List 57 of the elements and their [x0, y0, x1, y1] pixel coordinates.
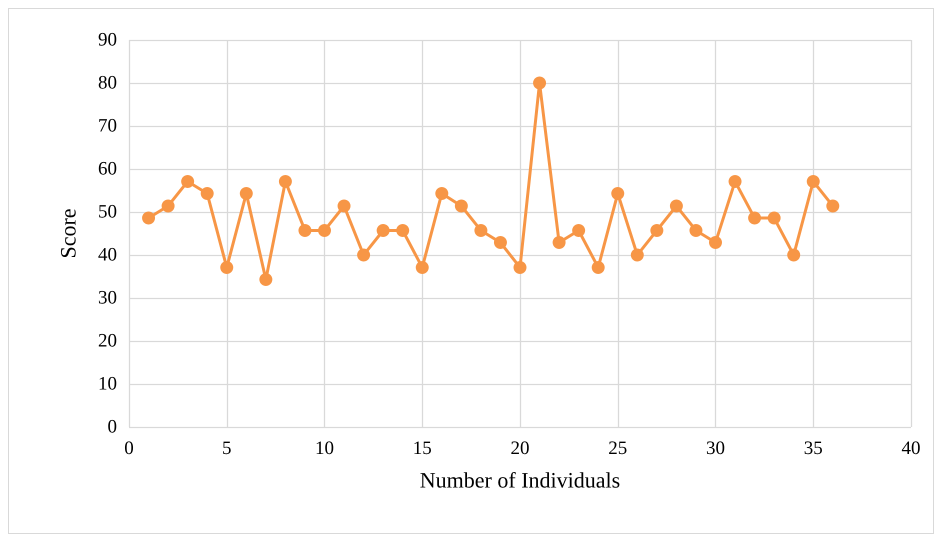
point — [142, 212, 156, 225]
x-tick-label: 15 — [412, 438, 432, 459]
point — [298, 224, 312, 237]
point — [376, 224, 390, 237]
point — [768, 212, 781, 225]
point — [338, 199, 351, 212]
x-tick-label: 35 — [804, 438, 823, 459]
x-tick-label: 5 — [222, 438, 232, 459]
point — [514, 260, 526, 274]
y-tick-label: 20 — [98, 330, 117, 352]
point — [709, 236, 722, 250]
point — [689, 224, 702, 237]
point — [474, 224, 488, 237]
y-tick-label: 30 — [98, 288, 117, 308]
point — [552, 236, 566, 250]
y-tick-label: 70 — [98, 116, 117, 136]
point — [200, 187, 214, 200]
point — [728, 174, 742, 188]
point — [396, 224, 410, 237]
x-tick-label: 25 — [608, 438, 628, 459]
x-tick-label: 10 — [315, 438, 334, 459]
point — [806, 174, 820, 188]
x-axis-title: Number of Individuals — [420, 468, 620, 492]
point — [650, 224, 664, 237]
point — [240, 187, 253, 200]
x-tick-label: 0 — [124, 438, 134, 459]
y-tick-label: 80 — [98, 72, 117, 94]
x-tick-label: 20 — [510, 438, 530, 459]
y-tick-label: 50 — [98, 202, 117, 222]
point — [181, 174, 194, 188]
point — [670, 199, 683, 212]
point — [220, 260, 234, 274]
point — [572, 224, 586, 237]
point — [787, 248, 800, 262]
point — [318, 224, 331, 237]
x-tick-label: 40 — [902, 438, 920, 459]
point — [611, 187, 624, 200]
y-tick-label: 10 — [98, 374, 117, 394]
point — [259, 273, 272, 286]
point — [533, 76, 546, 90]
y-tick-label: 40 — [98, 244, 117, 266]
point — [416, 260, 429, 274]
y-tick-label: 90 — [98, 30, 117, 50]
point — [592, 260, 605, 274]
point — [748, 212, 762, 225]
point — [435, 187, 448, 200]
point — [357, 248, 370, 262]
point — [454, 199, 468, 212]
y-axis-title: Score — [56, 208, 80, 259]
point — [278, 174, 292, 188]
y-tick-label: 0 — [108, 416, 117, 438]
point — [494, 236, 507, 250]
y-tick-label: 60 — [98, 158, 117, 180]
point — [826, 199, 840, 212]
point — [162, 199, 175, 212]
x-tick-label: 30 — [706, 438, 725, 459]
point — [630, 248, 644, 262]
